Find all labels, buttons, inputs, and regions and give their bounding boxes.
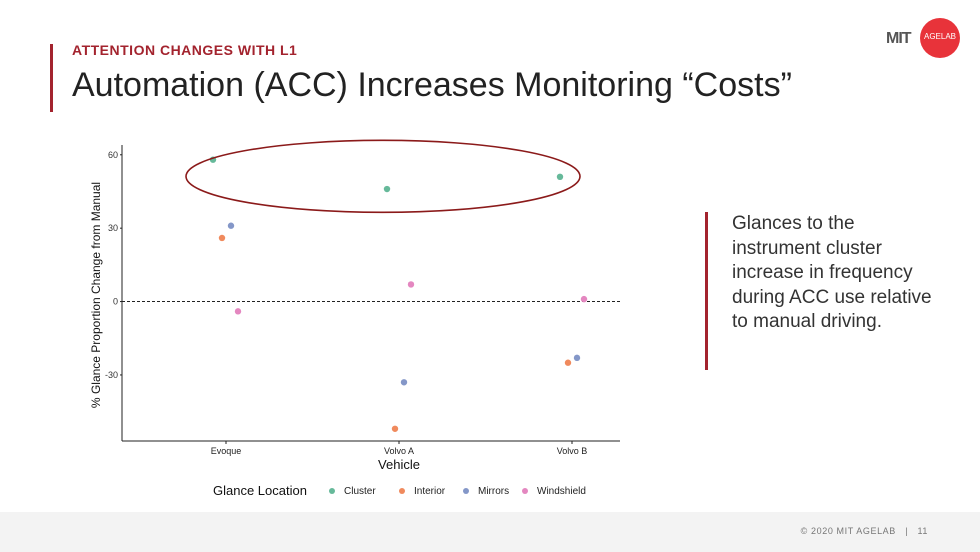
- legend-label-cluster: Cluster: [344, 486, 376, 497]
- footer-copyright: © 2020 MIT AGELAB: [800, 526, 896, 536]
- legend-marker-windshield: [522, 488, 528, 494]
- point-interior-volvo-b: [564, 359, 572, 366]
- x-tick-label: Evoque: [211, 446, 242, 456]
- point-cluster-volvo-a: [383, 185, 391, 193]
- point-mirrors-volvo-a: [400, 379, 408, 386]
- plot-frame: [121, 145, 620, 442]
- y-tick-label: -30: [105, 370, 118, 380]
- footer-bar: © 2020 MIT AGELAB | 11: [0, 512, 980, 552]
- point-interior-volvo-a: [391, 425, 399, 432]
- y-tick-label: 0: [113, 297, 118, 307]
- legend-label-interior: Interior: [414, 486, 446, 497]
- legend-marker-interior: [399, 488, 405, 494]
- point-windshield-evoque: [234, 308, 242, 315]
- mit-agelab-logo: MIT AGELAB: [886, 18, 962, 58]
- y-tick-label: 30: [108, 223, 118, 233]
- chart-legend: Glance Location Cluster Interior Mirrors Wi…: [213, 483, 586, 498]
- legend-marker-mirrors: [463, 488, 469, 494]
- legend-label-mirrors: Mirrors: [478, 486, 509, 497]
- glance-scatter-chart: 60 30 0 -30 Evoque Volvo A Volvo B Vehicle % …: [89, 139, 620, 498]
- logo-mit-text: MIT: [886, 30, 912, 47]
- cluster-highlight-ellipse: [185, 139, 581, 214]
- x-tick-label: Volvo B: [557, 446, 588, 456]
- side-accent-bar: [705, 212, 708, 370]
- side-text: Glances to the instrument cluster increa…: [732, 213, 932, 332]
- data-points: [209, 156, 588, 432]
- slide-kicker: ATTENTION CHANGES WITH L1: [72, 42, 298, 58]
- point-windshield-volvo-b: [580, 295, 588, 303]
- legend-label-windshield: Windshield: [537, 486, 586, 497]
- logo-agelab-text: AGELAB: [923, 32, 956, 41]
- footer-text: © 2020 MIT AGELAB | 11: [801, 526, 928, 536]
- point-cluster-volvo-b: [556, 173, 564, 181]
- point-windshield-volvo-a: [407, 281, 415, 288]
- logo-circle: [920, 18, 960, 58]
- point-mirrors-volvo-b: [573, 354, 581, 362]
- legend-marker-cluster: [329, 488, 335, 494]
- point-interior-evoque: [218, 234, 226, 242]
- title-accent-bar: [50, 44, 53, 112]
- footer-separator: |: [899, 526, 915, 536]
- page-number: 11: [917, 526, 928, 536]
- point-mirrors-evoque: [227, 222, 235, 229]
- x-axis-label: Vehicle: [378, 457, 420, 472]
- legend-title: Glance Location: [213, 483, 307, 498]
- y-axis-ticks: 60 30 0 -30: [105, 150, 122, 380]
- y-tick-label: 60: [108, 150, 118, 160]
- y-axis-label: % Glance Proportion Change from Manual: [89, 182, 103, 408]
- x-axis-ticks: Evoque Volvo A Volvo B: [211, 441, 588, 456]
- x-tick-label: Volvo A: [384, 446, 414, 456]
- slide-title: Automation (ACC) Increases Monitoring “C…: [72, 66, 792, 104]
